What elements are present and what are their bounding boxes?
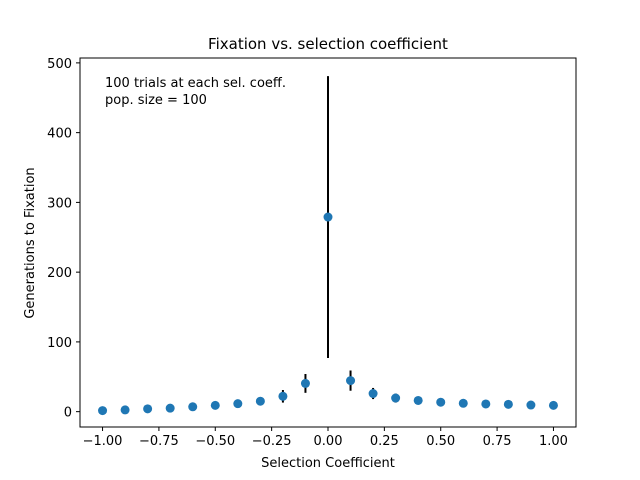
data-point <box>346 376 356 386</box>
annotation-trials: 100 trials at each sel. coeff. <box>105 76 286 91</box>
data-point <box>368 389 378 399</box>
data-point <box>413 395 423 405</box>
y-tick-label: 400 <box>47 127 72 142</box>
x-tick-label: 0.50 <box>426 434 455 449</box>
data-point <box>548 400 558 410</box>
data-point <box>458 398 468 408</box>
data-point <box>300 378 310 388</box>
data-point <box>526 400 536 410</box>
x-tick-label: −1.00 <box>83 434 123 449</box>
x-tick-label: 0.75 <box>483 434 512 449</box>
data-point <box>120 405 130 415</box>
y-axis-ticks: 0 100 200 300 400 500 <box>47 57 80 421</box>
y-tick-label: 200 <box>47 266 72 281</box>
data-point <box>323 212 333 222</box>
annotation-pop-size: pop. size = 100 <box>105 93 207 108</box>
x-tick-label: 0.00 <box>314 434 343 449</box>
y-tick-label: 300 <box>47 196 72 211</box>
x-tick-label: −0.75 <box>139 434 179 449</box>
data-point <box>391 393 401 403</box>
data-point <box>503 399 513 409</box>
x-axis-ticks: −1.00 −0.75 −0.50 −0.25 0.00 0.25 0.50 0.75 1.00 <box>83 427 568 449</box>
x-tick-label: −0.25 <box>252 434 292 449</box>
y-tick-label: 500 <box>47 57 72 72</box>
data-point <box>165 403 175 413</box>
error-bars <box>101 76 555 412</box>
data-point <box>278 391 288 401</box>
data-points <box>98 212 558 416</box>
x-tick-label: 1.00 <box>539 434 568 449</box>
data-point <box>210 400 220 410</box>
y-axis-label: Generations to Fixation <box>23 167 38 318</box>
data-point <box>255 396 265 406</box>
y-tick-label: 100 <box>47 336 72 351</box>
plot-frame <box>79 57 577 428</box>
x-tick-label: 0.25 <box>370 434 399 449</box>
data-point <box>188 402 198 412</box>
data-point <box>233 399 243 409</box>
x-axis-label: Selection Coefficient <box>261 456 395 471</box>
y-tick-label: 0 <box>64 406 72 421</box>
x-tick-label: −0.50 <box>195 434 235 449</box>
data-point <box>481 399 491 409</box>
data-point <box>98 406 108 416</box>
data-point <box>436 397 446 407</box>
chart-title: Fixation vs. selection coefficient <box>208 35 448 53</box>
data-point <box>143 404 153 414</box>
